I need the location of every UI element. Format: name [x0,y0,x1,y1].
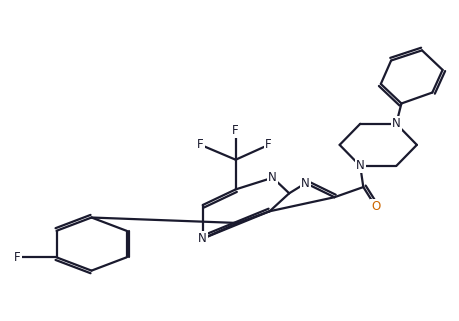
Text: N: N [355,160,364,172]
Text: O: O [370,200,380,213]
Text: F: F [232,124,239,137]
Text: F: F [265,138,271,152]
Text: N: N [391,117,400,130]
Text: F: F [14,251,21,264]
Text: N: N [268,171,276,184]
Text: N: N [198,232,207,245]
Text: F: F [197,138,203,152]
Text: N: N [301,177,309,190]
